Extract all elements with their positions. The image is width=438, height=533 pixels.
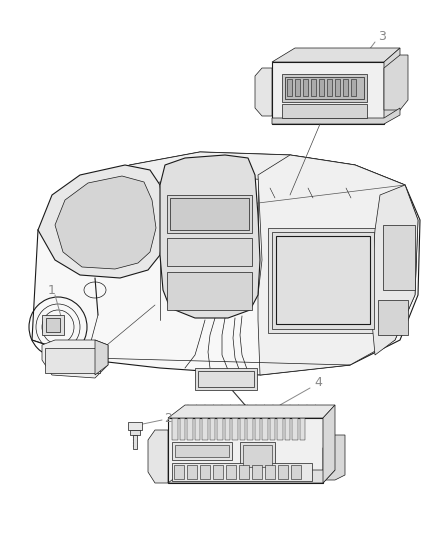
Bar bbox=[240, 418, 245, 440]
Bar bbox=[311, 79, 316, 96]
Bar bbox=[226, 465, 236, 479]
Bar bbox=[292, 418, 297, 440]
Bar bbox=[378, 300, 408, 335]
Polygon shape bbox=[148, 430, 168, 483]
Polygon shape bbox=[38, 152, 405, 240]
Polygon shape bbox=[384, 48, 400, 124]
Bar bbox=[175, 445, 229, 457]
Polygon shape bbox=[95, 340, 108, 375]
Bar bbox=[300, 418, 305, 440]
Bar bbox=[172, 463, 312, 481]
Bar bbox=[252, 465, 262, 479]
Bar bbox=[265, 465, 275, 479]
Bar bbox=[247, 418, 252, 440]
Bar bbox=[170, 198, 249, 230]
Polygon shape bbox=[258, 155, 418, 375]
Bar bbox=[167, 272, 252, 310]
Bar bbox=[46, 318, 60, 332]
Bar bbox=[262, 418, 268, 440]
Bar bbox=[272, 232, 374, 329]
Bar bbox=[42, 315, 64, 335]
Bar bbox=[195, 368, 257, 390]
Bar bbox=[282, 104, 367, 118]
Bar bbox=[335, 79, 340, 96]
Bar bbox=[383, 225, 415, 290]
Polygon shape bbox=[272, 48, 400, 62]
Bar bbox=[172, 418, 177, 440]
Bar bbox=[269, 418, 275, 440]
Bar bbox=[276, 236, 370, 324]
Bar bbox=[128, 422, 142, 430]
Text: 2: 2 bbox=[164, 411, 172, 424]
Bar bbox=[130, 430, 140, 435]
Bar bbox=[319, 79, 324, 96]
Bar bbox=[172, 442, 232, 460]
Polygon shape bbox=[32, 152, 420, 375]
Bar bbox=[168, 418, 323, 483]
Bar bbox=[240, 442, 275, 470]
Polygon shape bbox=[168, 405, 335, 418]
Polygon shape bbox=[255, 68, 272, 116]
Polygon shape bbox=[55, 176, 156, 269]
Bar bbox=[194, 418, 200, 440]
Bar bbox=[291, 465, 301, 479]
Text: 3: 3 bbox=[378, 29, 386, 43]
Bar bbox=[232, 418, 237, 440]
Text: 4: 4 bbox=[314, 376, 322, 389]
Bar bbox=[282, 74, 367, 102]
Polygon shape bbox=[160, 155, 260, 318]
Bar bbox=[277, 418, 283, 440]
Bar bbox=[209, 418, 215, 440]
Polygon shape bbox=[323, 405, 335, 483]
Polygon shape bbox=[272, 108, 400, 124]
Bar bbox=[217, 418, 223, 440]
Bar bbox=[278, 465, 288, 479]
Bar bbox=[243, 445, 272, 467]
Bar bbox=[213, 465, 223, 479]
Polygon shape bbox=[370, 185, 418, 355]
Bar bbox=[272, 62, 384, 124]
Polygon shape bbox=[384, 55, 408, 110]
Bar bbox=[327, 79, 332, 96]
Bar bbox=[225, 418, 230, 440]
Bar bbox=[343, 79, 348, 96]
Bar bbox=[268, 228, 378, 333]
Bar bbox=[174, 465, 184, 479]
Bar bbox=[295, 79, 300, 96]
Bar bbox=[198, 371, 254, 387]
Polygon shape bbox=[42, 340, 108, 378]
Polygon shape bbox=[168, 470, 335, 483]
Bar bbox=[202, 418, 208, 440]
Bar bbox=[187, 465, 197, 479]
Bar bbox=[200, 465, 210, 479]
Bar bbox=[187, 418, 192, 440]
Bar bbox=[239, 465, 249, 479]
Bar bbox=[180, 418, 185, 440]
Bar bbox=[287, 79, 292, 96]
Bar bbox=[285, 418, 290, 440]
Bar bbox=[133, 435, 137, 449]
Bar bbox=[351, 79, 356, 96]
Bar bbox=[303, 79, 308, 96]
Polygon shape bbox=[323, 435, 345, 480]
Polygon shape bbox=[38, 165, 165, 278]
Bar bbox=[167, 195, 252, 233]
Bar bbox=[285, 77, 364, 99]
Bar bbox=[254, 418, 260, 440]
Bar bbox=[45, 348, 100, 373]
Bar bbox=[167, 238, 252, 266]
Text: 1: 1 bbox=[48, 284, 56, 296]
